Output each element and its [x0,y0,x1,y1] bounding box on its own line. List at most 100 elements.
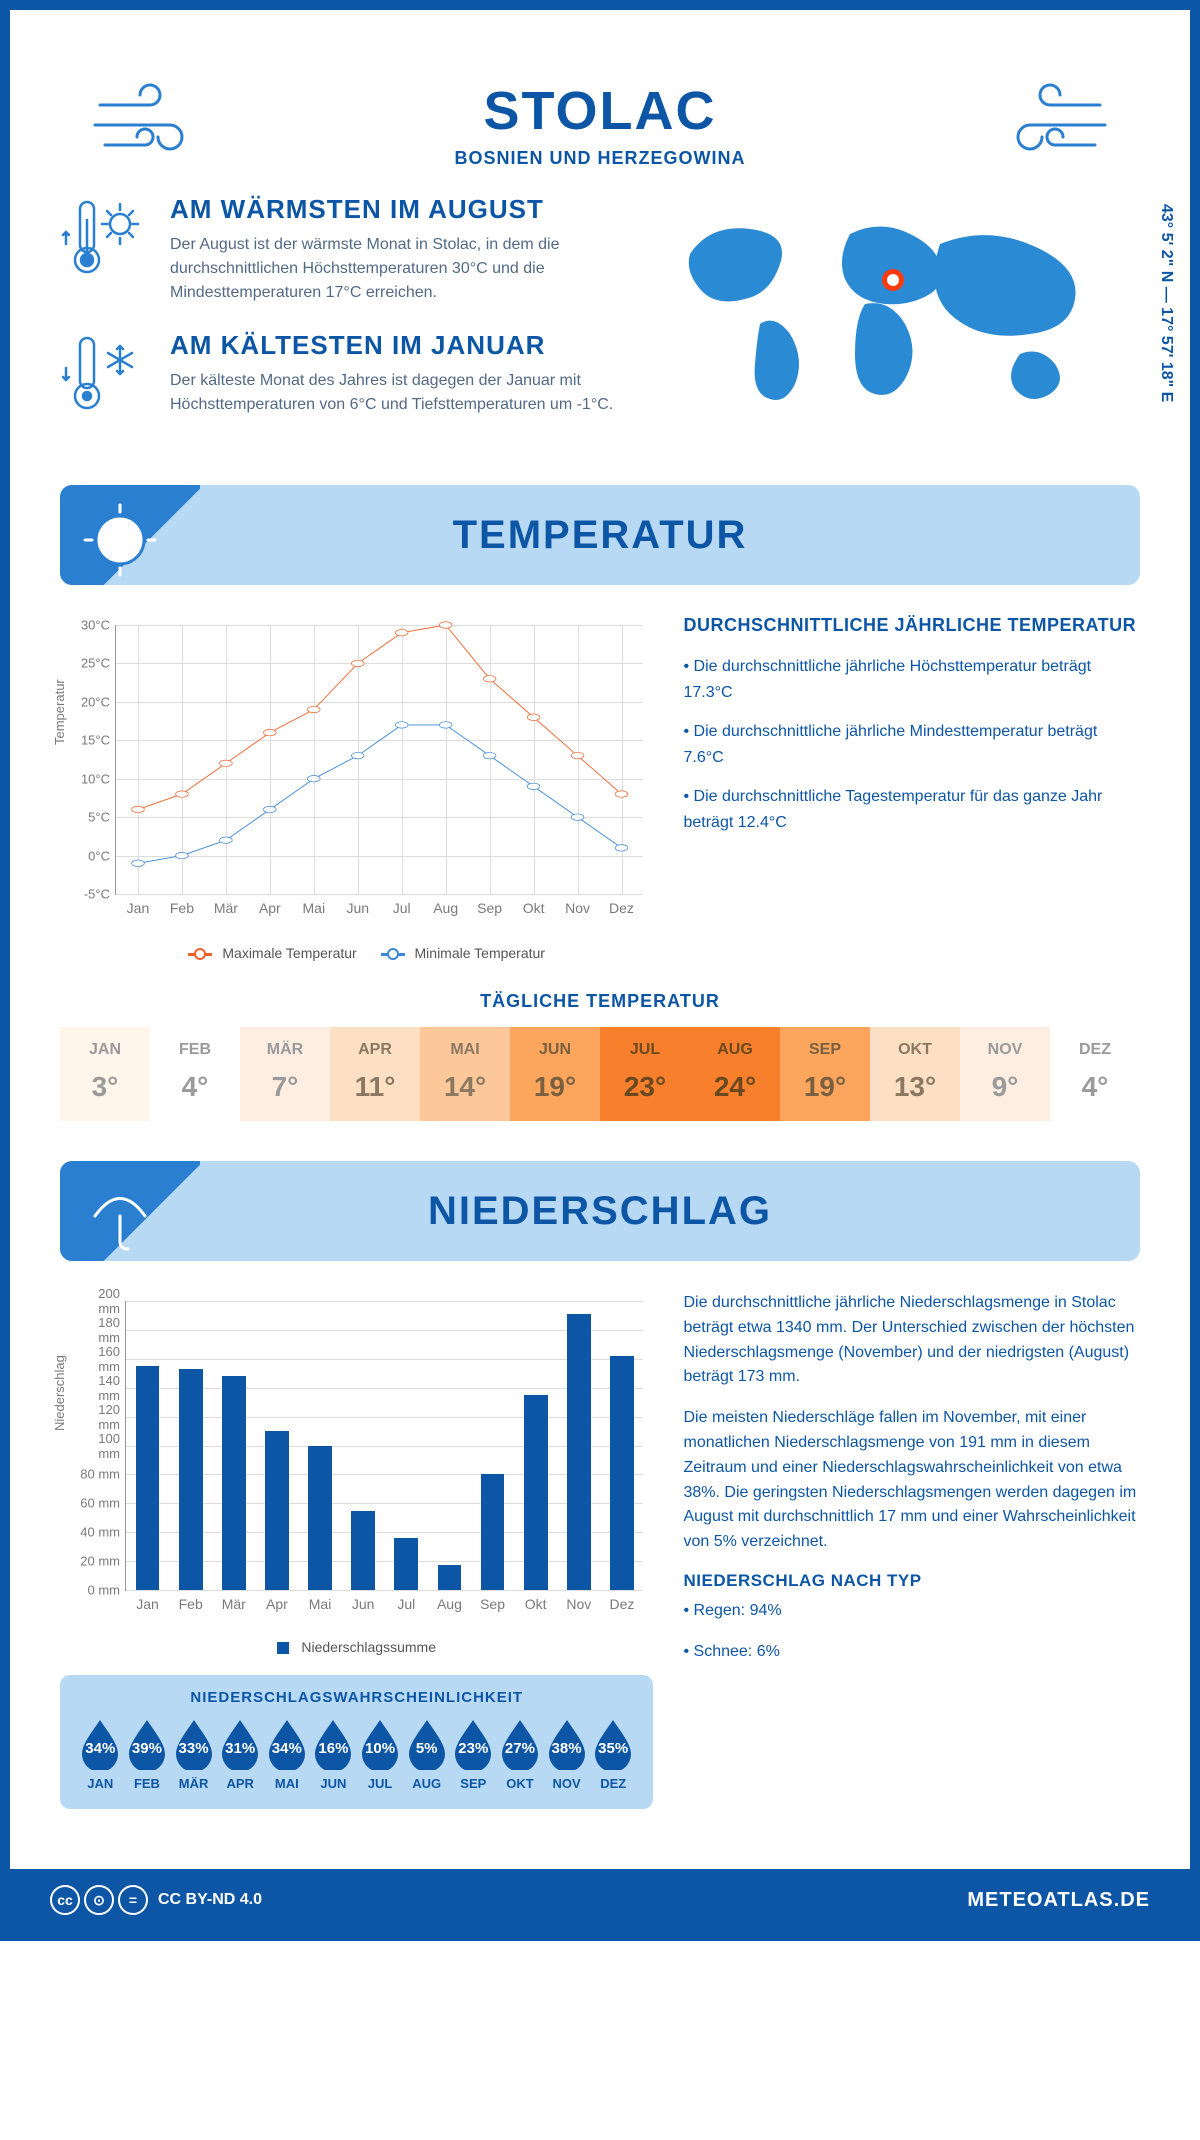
xtick-label: Jun [343,1590,383,1612]
ytick-label: 25°C [68,656,116,671]
xtick-label: Sep [470,894,510,916]
ytick-label: 5°C [68,810,116,825]
xtick-label: Jan [128,1590,168,1612]
legend-swatch-min-icon [381,953,405,956]
coldest-body: Der kälteste Monat des Jahres ist dagege… [170,369,630,417]
umbrella-icon [80,1176,160,1256]
coordinates: 43° 5' 2" N — 17° 57' 18" E [1157,204,1175,402]
precip-bar [438,1565,462,1590]
xtick-label: Jul [386,1590,426,1612]
ytick-label: 20 mm [78,1554,126,1569]
xtick-label: Nov [558,894,598,916]
cc-license-icon: cc⊙= [50,1885,148,1915]
page-frame: STOLAC BOSNIEN UND HERZEGOWINA [0,0,1200,1941]
xtick-label: Mär [214,1590,254,1612]
prob-title: NIEDERSCHLAGSWAHRSCHEINLICHKEIT [78,1689,635,1706]
avg-temp-title: DURCHSCHNITTLICHE JÄHRLICHE TEMPERATUR [683,615,1140,636]
precip-bar [179,1369,203,1590]
daily-temp-cell: AUG24° [690,1027,780,1121]
avg-temp-bullet: • Die durchschnittliche jährliche Höchst… [683,654,1140,705]
temp-yaxis-label: Temperatur [52,679,67,745]
daily-temp-cell: MAI14° [420,1027,510,1121]
sun-icon [80,500,160,580]
ytick-label: 160 mm [78,1344,126,1374]
xtick-label: Aug [426,894,466,916]
ytick-label: 20°C [68,694,116,709]
ytick-label: 0°C [68,848,116,863]
legend-swatch-max-icon [188,953,212,956]
xtick-label: Apr [250,894,290,916]
ytick-label: 120 mm [78,1402,126,1432]
ytick-label: 140 mm [78,1373,126,1403]
prob-drop: 34%JAN [78,1718,123,1791]
temperature-banner: TEMPERATUR [60,485,1140,585]
precip-bar [265,1431,289,1590]
coldest-fact: AM KÄLTESTEN IM JANUAR Der kälteste Mona… [60,330,630,420]
ytick-label: 10°C [68,771,116,786]
xtick-label: Jun [338,894,378,916]
precip-bar [351,1511,375,1590]
ytick-label: 100 mm [78,1431,126,1461]
prob-drop: 35%DEZ [591,1718,636,1791]
prob-drop: 38%NOV [544,1718,589,1791]
footer: cc⊙= CC BY-ND 4.0 METEOATLAS.DE [10,1869,1190,1931]
daily-temp-cell: NOV9° [960,1027,1050,1121]
precip-bar [308,1446,332,1591]
thermometer-snow-icon [60,330,150,420]
legend-swatch-precip-icon [277,1642,289,1654]
coldest-title: AM KÄLTESTEN IM JANUAR [170,330,630,361]
header: STOLAC BOSNIEN UND HERZEGOWINA [60,50,1140,194]
ytick-label: 180 mm [78,1315,126,1345]
precipitation-probability-box: NIEDERSCHLAGSWAHRSCHEINLICHKEIT 34%JAN39… [60,1675,653,1809]
xtick-label: Sep [473,1590,513,1612]
precip-type-bullet: • Schnee: 6% [683,1640,1140,1665]
warmest-fact: AM WÄRMSTEN IM AUGUST Der August ist der… [60,194,630,305]
warmest-body: Der August ist der wärmste Monat in Stol… [170,233,630,305]
ytick-label: 60 mm [78,1496,126,1511]
license-text: CC BY-ND 4.0 [158,1891,262,1909]
precip-paragraph: Die durchschnittliche jährliche Niedersc… [683,1291,1140,1390]
xtick-label: Okt [514,894,554,916]
city-title: STOLAC [60,80,1140,142]
precip-legend: Niederschlagssumme [60,1639,653,1655]
precip-bar [136,1366,160,1590]
daily-temp-cell: MÄR7° [240,1027,330,1121]
daily-temp-cell: FEB4° [150,1027,240,1121]
prob-drop: 33%MÄR [171,1718,216,1791]
xtick-label: Feb [171,1590,211,1612]
prob-drop: 34%MAI [265,1718,310,1791]
map-marker-icon [882,269,904,291]
thermometer-sun-icon [60,194,150,284]
brand-name: METEOATLAS.DE [967,1889,1150,1912]
prob-drop: 10%JUL [358,1718,403,1791]
avg-temp-bullet: • Die durchschnittliche jährliche Mindes… [683,719,1140,770]
ytick-label: 200 mm [78,1286,126,1316]
prob-drop: 27%OKT [498,1718,543,1791]
ytick-label: 40 mm [78,1525,126,1540]
daily-temp-cell: SEP19° [780,1027,870,1121]
ytick-label: -5°C [68,887,116,902]
temperature-line-chart: Temperatur -5°C0°C5°C10°C15°C20°C25°C30°… [60,615,653,935]
wind-icon-right [990,80,1110,170]
precip-bar [394,1538,418,1590]
country-subtitle: BOSNIEN UND HERZEGOWINA [60,148,1140,169]
warmest-title: AM WÄRMSTEN IM AUGUST [170,194,630,225]
precip-bar [567,1314,591,1590]
prob-drop: 39%FEB [125,1718,170,1791]
daily-temp-cell: JUL23° [600,1027,690,1121]
precip-bar [481,1474,505,1590]
prob-drop: 16%JUN [311,1718,356,1791]
daily-temp-cell: OKT13° [870,1027,960,1121]
daily-temp-cell: DEZ4° [1050,1027,1140,1121]
temperature-heading: TEMPERATUR [453,513,748,558]
precip-type-title: NIEDERSCHLAG NACH TYP [683,1571,1140,1591]
avg-temp-bullet: • Die durchschnittliche Tagestemperatur … [683,784,1140,835]
precip-bar [524,1395,548,1590]
precip-legend-label: Niederschlagssumme [301,1639,436,1655]
xtick-label: Mai [294,894,334,916]
xtick-label: Dez [602,1590,642,1612]
xtick-label: Feb [162,894,202,916]
legend-min-label: Minimale Temperatur [415,945,545,961]
precip-paragraph: Die meisten Niederschläge fallen im Nove… [683,1406,1140,1555]
xtick-label: Mär [206,894,246,916]
